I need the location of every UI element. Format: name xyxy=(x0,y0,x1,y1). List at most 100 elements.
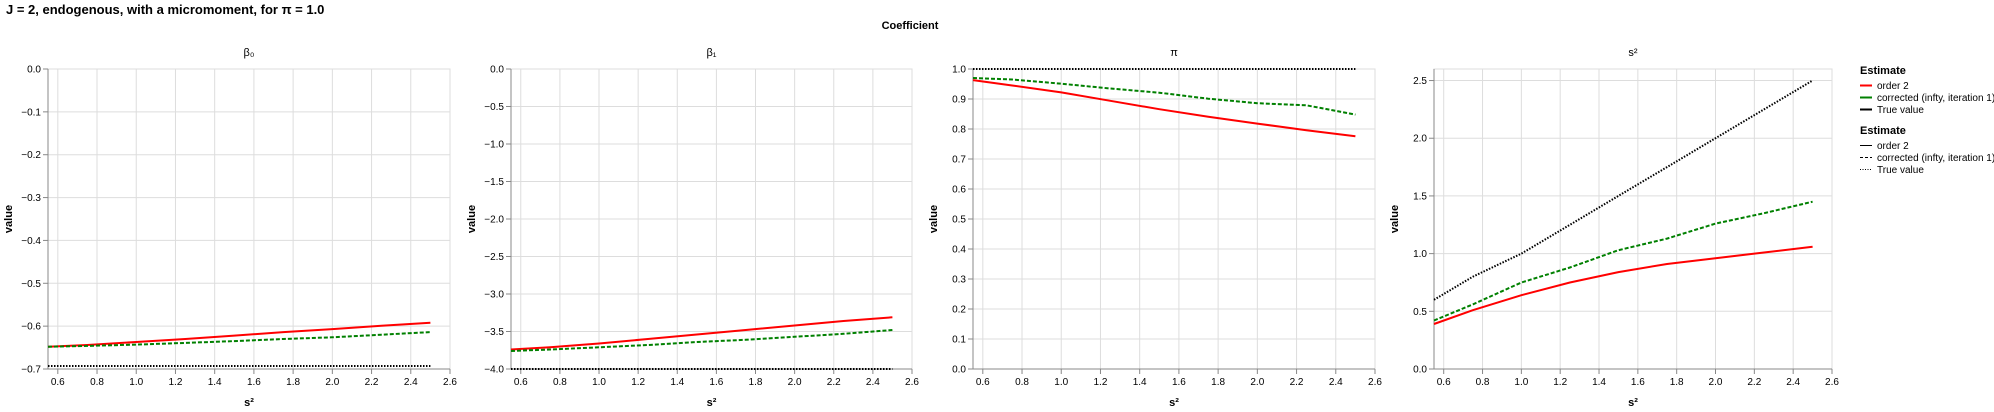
y-tick-label: −3.5 xyxy=(484,327,504,338)
y-tick-label: 1.0 xyxy=(1413,249,1427,260)
chart-panel-1: 0.6 0.8 1.0 1.2 1.4 1.6 1.8 2.0 2.2 2.4 2.6 0.0 −0.1… xyxy=(3,47,457,409)
x-tick-label: 2.4 xyxy=(1329,377,1343,388)
y-tick-label: 0.0 xyxy=(490,65,504,76)
x-tick-label: 2.2 xyxy=(1290,377,1304,388)
series-line-2 xyxy=(47,331,431,348)
y-axis-title: value xyxy=(928,205,940,233)
x-tick-label: 1.2 xyxy=(631,377,645,388)
legend-label: corrected (infty, iteration 1) xyxy=(1877,153,1994,164)
y-tick-label: −2.5 xyxy=(484,252,504,263)
chart-panel-4: 0.6 0.8 1.0 1.2 1.4 1.6 1.8 2.0 2.2 2.4 2.6 2.5 2.0 1… xyxy=(1389,47,1839,409)
series-line-1 xyxy=(47,321,431,348)
legend-label: True value xyxy=(1877,105,1924,116)
legend-label: corrected (infty, iteration 1) xyxy=(1877,93,1994,104)
x-tick-label: 1.8 xyxy=(1211,377,1225,388)
y-tick-label: 1.5 xyxy=(1413,191,1427,202)
series-line-2 xyxy=(1433,200,1813,322)
y-tick-label: −0.3 xyxy=(21,193,41,204)
y-tick-label: 0.0 xyxy=(1413,365,1427,376)
legend-label: order 2 xyxy=(1877,141,1909,152)
x-tick-label: 0.8 xyxy=(1015,377,1029,388)
panel-title: β₁ xyxy=(706,47,716,59)
x-tick-label: 2.0 xyxy=(788,377,802,388)
y-axis-title: value xyxy=(466,205,478,233)
x-tick-label: 0.6 xyxy=(1437,377,1451,388)
page-title: J = 2, endogenous, with a micromoment, f… xyxy=(6,2,325,17)
y-tick-label: 0.3 xyxy=(952,275,966,286)
y-tick-label: 0.7 xyxy=(952,155,966,166)
y-tick-label: −0.7 xyxy=(21,365,41,376)
series-line-3 xyxy=(1433,79,1814,301)
panel-title: π xyxy=(1170,47,1178,59)
x-tick-label: 1.8 xyxy=(1670,377,1684,388)
series-line-2 xyxy=(510,329,893,352)
y-tick-label: −0.6 xyxy=(21,322,41,333)
y-axis-title: value xyxy=(1389,205,1401,233)
legend-title: Estimate xyxy=(1860,125,1906,137)
legend-label: True value xyxy=(1877,165,1924,176)
chart-panel-3: 0.6 0.8 1.0 1.2 1.4 1.6 1.8 2.0 2.2 2.4 2.6 1.0 0.9 0… xyxy=(928,47,1382,409)
legend-label: order 2 xyxy=(1877,81,1909,92)
series-line-1 xyxy=(972,79,1356,138)
x-tick-label: 2.0 xyxy=(325,377,339,388)
y-tick-label: −0.5 xyxy=(21,279,41,290)
x-tick-label: 1.6 xyxy=(1631,377,1645,388)
x-tick-label: 0.8 xyxy=(1476,377,1490,388)
panel-title: β₀ xyxy=(244,47,255,59)
y-tick-label: 0.2 xyxy=(952,305,966,316)
x-tick-label: 1.8 xyxy=(749,377,763,388)
x-tick-label: 0.6 xyxy=(514,377,528,388)
x-tick-label: 2.6 xyxy=(905,377,919,388)
x-tick-label: 2.2 xyxy=(827,377,841,388)
y-tick-label: 0.8 xyxy=(952,125,966,136)
x-tick-label: 2.6 xyxy=(1368,377,1382,388)
x-tick-label: 1.8 xyxy=(286,377,300,388)
x-tick-label: 0.8 xyxy=(553,377,567,388)
series-line-1 xyxy=(1433,245,1813,325)
x-tick-label: 1.2 xyxy=(1553,377,1567,388)
y-tick-label: −0.5 xyxy=(484,102,504,113)
x-tick-label: 2.6 xyxy=(443,377,457,388)
y-tick-label: −3.0 xyxy=(484,290,504,301)
x-tick-label: 2.2 xyxy=(1747,377,1761,388)
y-tick-label: 0.6 xyxy=(952,185,966,196)
x-tick-label: 1.0 xyxy=(1054,377,1068,388)
series-line-1 xyxy=(510,316,893,351)
x-axis-title: s² xyxy=(1169,397,1179,409)
x-axis-title: s² xyxy=(707,397,717,409)
plot-frame xyxy=(1433,68,1833,370)
y-tick-label: −2.0 xyxy=(484,215,504,226)
x-tick-label: 1.2 xyxy=(1094,377,1108,388)
x-tick-label: 1.6 xyxy=(247,377,261,388)
panel-title: s² xyxy=(1628,47,1638,59)
x-tick-label: 1.4 xyxy=(208,377,222,388)
y-tick-label: 0.0 xyxy=(952,365,966,376)
y-tick-label: −1.5 xyxy=(484,177,504,188)
x-tick-label: 1.0 xyxy=(129,377,143,388)
y-axis-title: value xyxy=(3,205,15,233)
x-tick-label: 1.6 xyxy=(1172,377,1186,388)
y-tick-label: −1.0 xyxy=(484,140,504,151)
x-tick-label: 1.4 xyxy=(1592,377,1606,388)
x-axis-title: s² xyxy=(244,397,254,409)
y-tick-label: 2.0 xyxy=(1413,134,1427,145)
y-tick-label: 2.5 xyxy=(1413,76,1427,87)
x-tick-label: 2.4 xyxy=(404,377,418,388)
x-tick-label: 2.4 xyxy=(866,377,880,388)
y-tick-label: 1.0 xyxy=(952,65,966,76)
y-tick-label: 0.9 xyxy=(952,95,966,106)
x-tick-label: 2.4 xyxy=(1786,377,1800,388)
x-tick-label: 0.6 xyxy=(976,377,990,388)
y-tick-label: 0.5 xyxy=(1413,307,1427,318)
x-tick-label: 2.2 xyxy=(365,377,379,388)
x-tick-label: 2.0 xyxy=(1709,377,1723,388)
x-tick-label: 1.0 xyxy=(1514,377,1528,388)
x-tick-label: 1.4 xyxy=(1133,377,1147,388)
y-tick-label: −0.1 xyxy=(21,107,41,118)
x-axis-title: s² xyxy=(1628,397,1638,409)
chart-panel-2: 0.6 0.8 1.0 1.2 1.4 1.6 1.8 2.0 2.2 2.4 2.6 0.0 −0.5… xyxy=(466,47,919,409)
x-tick-label: 1.0 xyxy=(592,377,606,388)
